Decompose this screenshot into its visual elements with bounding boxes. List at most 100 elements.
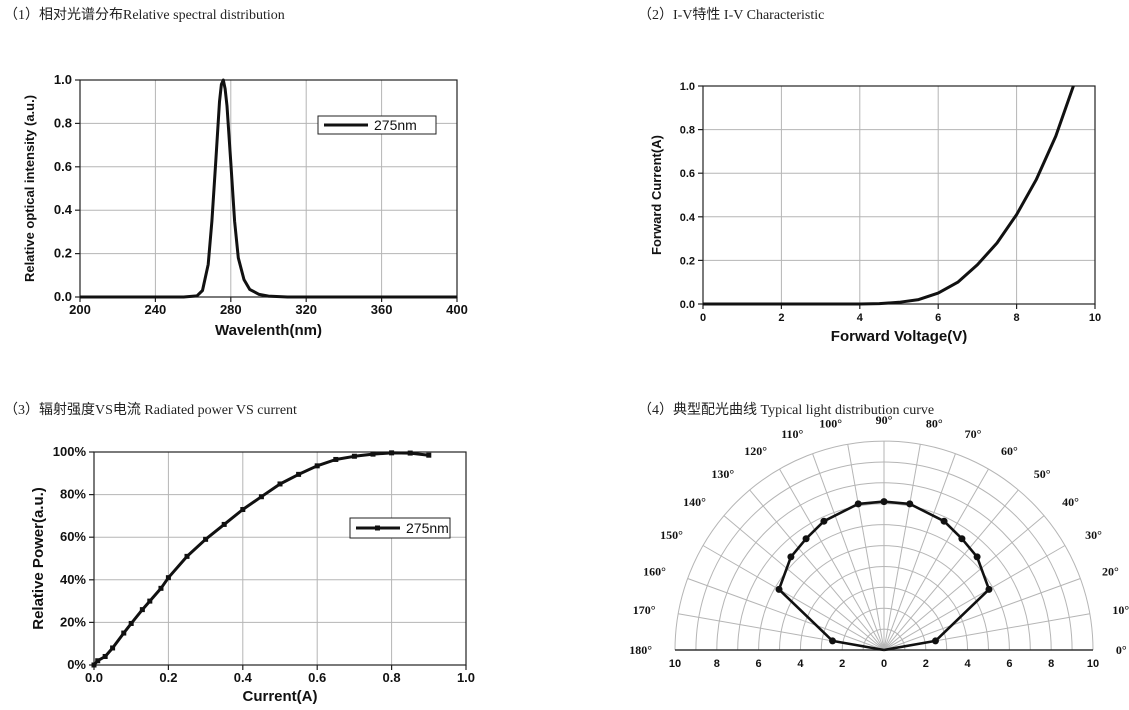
polar-radial-tick: 10	[1087, 658, 1099, 670]
polar-angle-label: 160°	[643, 564, 666, 578]
polar-spoke	[883, 444, 921, 651]
c2-data-point	[314, 463, 320, 469]
polar-radial-tick: 2	[923, 658, 929, 670]
polar-spoke	[779, 468, 885, 651]
c2-data-point	[184, 553, 190, 559]
polar-spoke	[883, 515, 1045, 651]
c2-xtick-label: 1.0	[457, 670, 475, 685]
c0-legend-label: 275nm	[374, 117, 417, 133]
polar-data-point	[820, 517, 828, 525]
polar-spoke	[812, 453, 885, 651]
c2-data-point	[258, 494, 264, 500]
c1-x-axis-label: Forward Voltage(V)	[831, 328, 967, 345]
c2-data-point	[333, 456, 339, 462]
c2-data-point	[370, 451, 376, 457]
c2-ytick-label: 80%	[60, 487, 86, 502]
c2-data-point	[128, 620, 134, 626]
c0-ytick-label: 0.8	[54, 115, 72, 130]
c0-ytick-label: 0.2	[54, 246, 72, 261]
polar-data-point	[829, 637, 837, 645]
polar-data-point	[906, 500, 914, 508]
c0-xtick-label: 320	[295, 302, 317, 317]
c2-data-point	[147, 598, 153, 604]
c1-ytick-label: 1.0	[680, 81, 695, 93]
polar-spoke	[847, 444, 885, 651]
polar-data-point	[985, 585, 993, 593]
c2-data-point	[389, 450, 395, 456]
caption-iv: （2）I-V特性 I-V Characteristic	[638, 8, 825, 23]
polar-spoke	[702, 545, 885, 651]
c2-xtick-label: 0.6	[308, 670, 326, 685]
c0-xtick-label: 280	[220, 302, 242, 317]
c1-xtick-label: 4	[857, 312, 864, 324]
polar-data-point	[931, 637, 939, 645]
c0-ytick-label: 1.0	[54, 72, 72, 87]
c1-xtick-label: 0	[700, 312, 706, 324]
c1-xtick-label: 10	[1089, 312, 1101, 324]
polar-spoke	[883, 489, 1019, 651]
c2-ytick-label: 20%	[60, 614, 86, 629]
c1-xtick-label: 2	[778, 312, 784, 324]
polar-spoke	[687, 578, 885, 651]
c2-data-point	[91, 662, 97, 668]
polar-radial-tick: 0	[881, 658, 887, 670]
polar-radial-tick: 6	[1006, 658, 1012, 670]
c1-ytick-label: 0.2	[680, 255, 695, 267]
c2-data-point	[203, 536, 209, 542]
polar-angle-label: 60°	[1001, 444, 1018, 458]
polar-data-point	[940, 517, 948, 525]
c2-legend-label: 275nm	[406, 520, 449, 536]
polar-radial-tick: 4	[797, 658, 804, 670]
polar-angle-label: 90°	[876, 413, 893, 427]
c2-ytick-label: 100%	[53, 444, 87, 459]
c1-ytick-label: 0.6	[680, 168, 695, 180]
c0-ytick-label: 0.0	[54, 289, 72, 304]
c2-ytick-label: 40%	[60, 572, 86, 587]
c2-data-point	[121, 630, 127, 636]
polar-radial-tick: 8	[714, 658, 720, 670]
c0-xtick-label: 240	[145, 302, 167, 317]
polar-angle-label: 50°	[1034, 467, 1051, 481]
c2-data-point	[102, 653, 108, 659]
c1-ytick-label: 0.0	[680, 299, 695, 311]
polar-angle-label: 170°	[633, 603, 656, 617]
c0-legend-box	[317, 115, 437, 135]
polar-angle-label: 30°	[1085, 528, 1102, 542]
c1-y-axis-label: Forward Current(A)	[649, 135, 664, 255]
polar-angle-label: 150°	[660, 528, 683, 542]
c2-x-axis-label: Current(A)	[243, 688, 318, 705]
c2-data-point	[95, 658, 101, 664]
polar-radial-tick: 4	[965, 658, 972, 670]
c2-data-point	[277, 481, 283, 487]
c2-xtick-label: 0.8	[383, 670, 401, 685]
c0-plot-frame	[79, 79, 458, 298]
c2-ytick-label: 60%	[60, 529, 86, 544]
c2-series-line	[92, 451, 429, 666]
c1-plot-frame	[702, 85, 1096, 305]
polar-radial-tick: 2	[839, 658, 845, 670]
polar-data-point	[973, 553, 981, 561]
c2-plot-frame	[93, 451, 467, 666]
c2-xtick-label: 0.0	[85, 670, 103, 685]
caption-power: （3）辐射强度VS电流 Radiated power VS current	[4, 403, 297, 418]
c0-series-line	[80, 78, 457, 299]
polar-angle-label: 10°	[1112, 603, 1129, 617]
polar-spoke	[749, 489, 885, 651]
polar-angle-label: 40°	[1062, 495, 1079, 509]
c2-data-point	[296, 471, 302, 477]
c0-ytick-label: 0.6	[54, 159, 72, 174]
polar-angle-label: 0°	[1116, 643, 1127, 657]
c0-ytick-label: 0.4	[54, 202, 73, 217]
caption-spectral: （1）相对光谱分布Relative spectral distribution	[4, 8, 285, 23]
c2-ytick-label: 0%	[67, 657, 86, 672]
c2-data-point	[407, 450, 413, 456]
c0-xtick-label: 360	[371, 302, 393, 317]
c2-data-point	[165, 575, 171, 581]
caption-polar: （4）典型配光曲线 Typical light distribution cur…	[638, 403, 935, 418]
polar-data-point	[775, 585, 783, 593]
polar-data-point	[787, 553, 795, 561]
polar-angle-label: 100°	[819, 417, 842, 431]
c1-ytick-label: 0.4	[680, 212, 696, 224]
polar-data-point	[802, 535, 810, 543]
c2-data-point	[110, 645, 116, 651]
